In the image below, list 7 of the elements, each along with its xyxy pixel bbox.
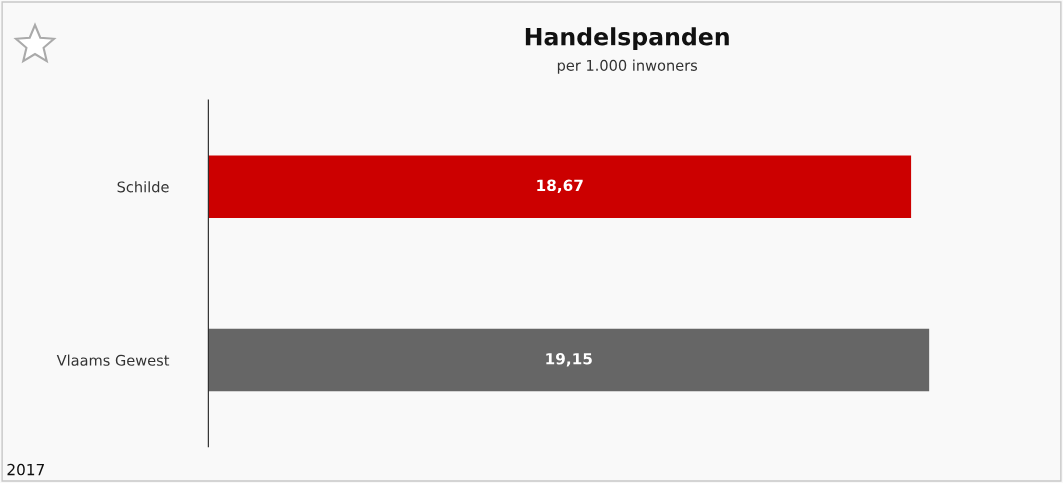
chart-title: Handelspanden bbox=[525, 27, 729, 51]
data-label: 18,67 bbox=[537, 179, 583, 194]
y-tick-label: Schilde bbox=[117, 181, 169, 193]
y-tick-label: Vlaams Gewest bbox=[56, 354, 170, 366]
chart-subtitle: per 1.000 inwoners bbox=[557, 59, 698, 74]
text: 2017 bbox=[7, 463, 44, 476]
data-label: 19,15 bbox=[546, 352, 592, 367]
